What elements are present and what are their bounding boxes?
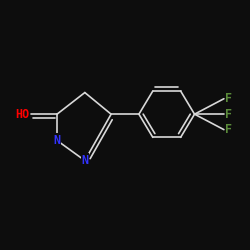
Text: F: F xyxy=(226,108,232,121)
Text: F: F xyxy=(226,92,232,105)
Text: HO: HO xyxy=(15,108,29,121)
Text: N: N xyxy=(54,134,60,147)
Text: F: F xyxy=(226,123,232,136)
Text: N: N xyxy=(81,154,88,167)
